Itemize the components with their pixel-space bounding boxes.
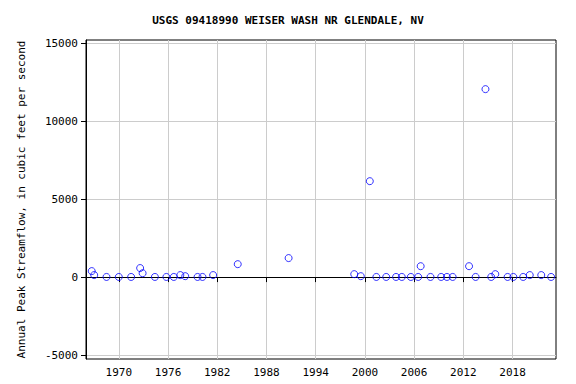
- svg-text:0: 0: [71, 271, 78, 284]
- svg-text:2000: 2000: [352, 366, 379, 379]
- svg-text:Annual Peak Streamflow, in cub: Annual Peak Streamflow, in cubic feet pe…: [15, 41, 28, 359]
- svg-text:1988: 1988: [253, 366, 280, 379]
- svg-text:-5000: -5000: [45, 349, 78, 362]
- svg-text:1982: 1982: [204, 366, 231, 379]
- svg-text:1976: 1976: [155, 366, 182, 379]
- svg-text:1970: 1970: [106, 366, 133, 379]
- svg-text:1994: 1994: [302, 366, 329, 379]
- svg-text:2012: 2012: [450, 366, 477, 379]
- svg-text:5000: 5000: [52, 193, 79, 206]
- svg-text:2018: 2018: [499, 366, 526, 379]
- svg-text:10000: 10000: [45, 115, 78, 128]
- svg-text:15000: 15000: [45, 37, 78, 50]
- svg-text:2006: 2006: [401, 366, 428, 379]
- svg-text:USGS 09418990 WEISER WASH NR G: USGS 09418990 WEISER WASH NR GLENDALE, N…: [152, 14, 424, 27]
